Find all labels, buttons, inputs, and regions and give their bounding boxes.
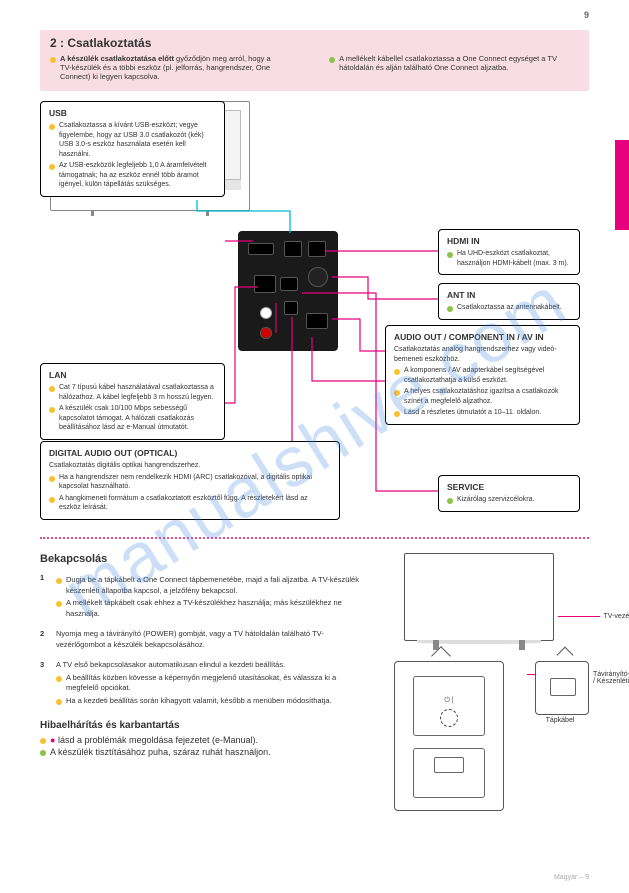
box-text: Ha a hangrendszer nem rendelkezik HDMI (… [59, 473, 331, 492]
steps-title: Bekapcsolás [40, 553, 360, 565]
bullet-icon [49, 386, 55, 392]
bullet-icon [394, 411, 400, 417]
footer-text: A készülék tisztításához puha, száraz ru… [50, 747, 271, 757]
footer-text: ● lásd a problémák megoldása fejezetet (… [50, 735, 258, 745]
bullet-icon [447, 306, 453, 312]
label-remote-sensor: Távirányító-érzékelő / Készenléti jelző [593, 671, 629, 685]
bullet-icon [329, 57, 335, 63]
box-antenna: ANT IN Csatlakoztassa az antennakábelt. [438, 283, 580, 320]
box-text: Lásd a részletes útmutatót a 10–11. olda… [404, 408, 541, 417]
header-sub-left: A készülék csatlakoztatása előtt győződj… [60, 54, 279, 81]
step-number: 1 [40, 573, 50, 619]
step-text: Ha a kezdeti beállítás során kihagyott v… [66, 696, 332, 707]
box-text: Csatlakoztassa a kívánt USB-eszközt; veg… [59, 121, 216, 159]
box-usb: USB Csatlakoztassa a kívánt USB-eszközt;… [40, 101, 225, 197]
side-tab [615, 140, 629, 230]
box-text: Csatlakoztassa az antennakábelt. [457, 303, 562, 312]
header-sub-right: A mellékelt kábellel csatlakoztassa a On… [339, 54, 579, 72]
zoom-panel: ⏻ | [394, 661, 504, 811]
box-title: USB [49, 108, 216, 119]
box-text: Csatlakoztatás digitális optikai hangren… [49, 461, 331, 470]
power-icon: ⏻ | [444, 697, 453, 705]
bullet-icon [49, 124, 55, 130]
box-text: Ha UHD-eszközt csatlakoztat, használjon … [457, 249, 571, 268]
box-title: SERVICE [447, 482, 571, 493]
control-button-icon [440, 709, 458, 727]
bullet-icon [56, 699, 62, 705]
tv-control-illustration: ⏻ | TV-vezérlő Távirányító-érzékelő / Ké… [394, 553, 589, 641]
label-ac: Tápkábel [531, 717, 589, 724]
bullet-icon [40, 750, 46, 756]
box-text: A hangkimeneti formátum a csatlakoztatot… [59, 494, 331, 513]
bullet-icon [394, 390, 400, 396]
one-connect-box [238, 231, 338, 351]
bullet-icon [40, 738, 46, 744]
bullet-icon [49, 407, 55, 413]
page-number: 9 [584, 10, 589, 20]
mini-tv [404, 553, 554, 641]
step-text: A beállítás közben kövesse a képernyőn m… [66, 673, 360, 694]
box-text: A helyes csatlakoztatáshoz igazítsa a cs… [404, 387, 571, 406]
bullet-icon [56, 578, 62, 584]
page-footer: Magyar – 9 [554, 874, 589, 881]
header-title: 2 : Csatlakoztatás [50, 36, 579, 50]
box-title: DIGITAL AUDIO OUT (OPTICAL) [49, 448, 331, 459]
box-text: A készülék csak 10/100 Mbps sebességű ka… [59, 404, 216, 432]
footer-title: Hibaelhárítás és karbantartás [40, 720, 360, 731]
box-text: Csatlakoztatás analóg hangrendszerhez va… [394, 345, 571, 364]
step-text: Dugja be a tápkábelt a One Connect tápbe… [66, 575, 360, 596]
box-text: A komponens / AV adapterkábel segítségév… [404, 366, 571, 385]
box-av: AUDIO OUT / COMPONENT IN / AV IN Csatlak… [385, 325, 580, 425]
box-optical: DIGITAL AUDIO OUT (OPTICAL) Csatlakoztat… [40, 441, 340, 520]
bullet-icon [56, 676, 62, 682]
box-lan: LAN Cat 7 típusú kábel használatával csa… [40, 363, 225, 440]
box-service: SERVICE Kizárólag szervizcélokra. [438, 475, 580, 512]
step-text: Nyomja meg a távirányító (POWER) gombját… [56, 629, 360, 650]
step-text: A TV első bekapcsolásakor automatikusan … [56, 660, 360, 671]
bullet-icon [56, 601, 62, 607]
box-title: HDMI IN [447, 236, 571, 247]
box-text: Az USB-eszközök legfeljebb 1,0 A áramfel… [59, 161, 216, 189]
bullet-icon [49, 476, 55, 482]
box-title: ANT IN [447, 290, 571, 301]
bullet-icon [49, 497, 55, 503]
label-tv-control: TV-vezérlő [604, 613, 629, 620]
zoom-ac [535, 661, 589, 715]
bullet-icon [49, 164, 55, 170]
box-text: Kizárólag szervizcélokra. [457, 495, 534, 504]
bullet-icon [447, 498, 453, 504]
box-title: LAN [49, 370, 216, 381]
bullet-icon [50, 57, 56, 63]
box-hdmi: HDMI IN Ha UHD-eszközt csatlakoztat, has… [438, 229, 580, 275]
section-header: 2 : Csatlakoztatás A készülék csatlakozt… [40, 30, 589, 91]
step-number: 3 [40, 660, 50, 706]
bullet-icon [394, 369, 400, 375]
box-text: Cat 7 típusú kábel használatával csatlak… [59, 383, 216, 402]
bullet-icon [447, 252, 453, 258]
section-divider [40, 537, 589, 539]
step-text: A mellékelt tápkábelt csak ehhez a TV-ké… [66, 598, 360, 619]
step-number: 2 [40, 629, 50, 650]
connection-diagram: USB Csatlakoztassa a kívánt USB-eszközt;… [40, 101, 589, 531]
box-title: AUDIO OUT / COMPONENT IN / AV IN [394, 332, 571, 343]
steps-column: Bekapcsolás 1 Dugja be a tápkábelt a One… [40, 553, 360, 757]
